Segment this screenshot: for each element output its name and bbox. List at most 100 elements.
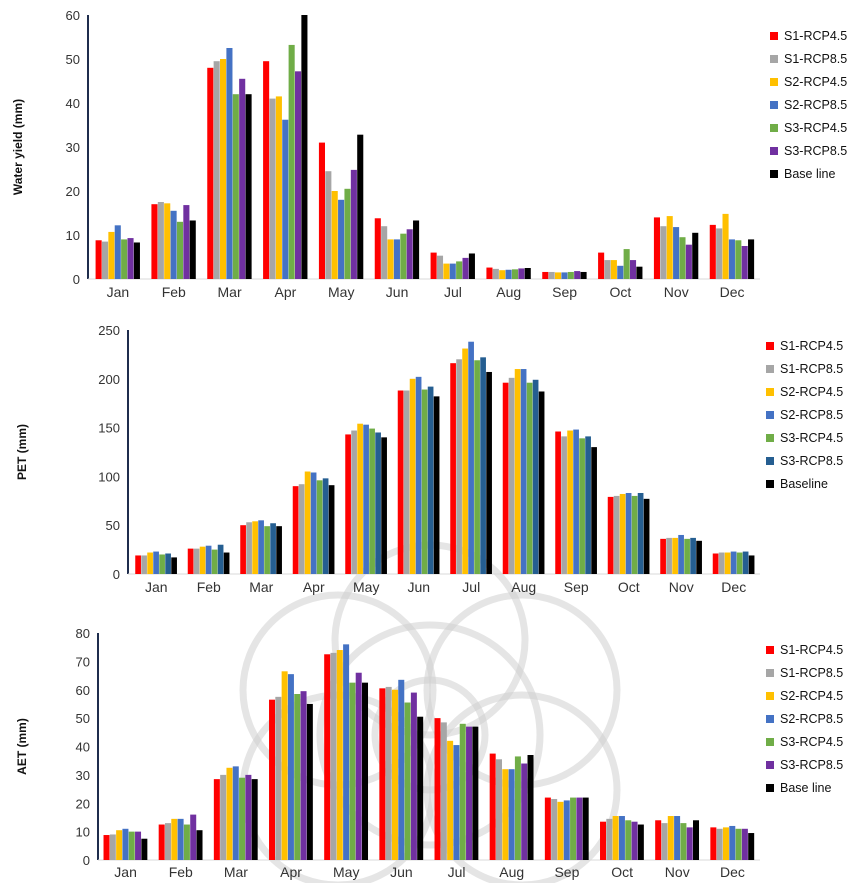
bar-s1-rcp4-5: [151, 204, 158, 279]
bar-s2-rcp8-5: [508, 769, 515, 860]
bar-base-line: [196, 830, 203, 860]
bar-s3-rcp8-5: [270, 523, 276, 574]
bar-s2-rcp8-5: [363, 424, 369, 574]
x-tick-label: Jul: [444, 284, 462, 300]
bar-s2-rcp4-5: [667, 816, 674, 860]
x-tick-label: Aug: [496, 284, 521, 300]
bar-s2-rcp8-5: [453, 745, 460, 860]
bar-s2-rcp8-5: [520, 369, 527, 574]
bar-baseline: [328, 485, 335, 574]
y-tick-label: 50: [76, 711, 90, 726]
legend-swatch: [770, 78, 778, 86]
legend-label: Baseline: [780, 477, 828, 491]
y-tick-label: 20: [66, 184, 80, 199]
legend-label: Base line: [780, 781, 831, 795]
legend-swatch: [766, 715, 774, 723]
y-tick-label: 70: [76, 654, 90, 669]
bar-s2-rcp4-5: [619, 493, 626, 574]
legend-label: Base line: [784, 167, 835, 181]
bar-s3-rcp4-5: [239, 777, 246, 860]
bar-s3-rcp8-5: [165, 553, 171, 574]
bar-s3-rcp4-5: [631, 495, 638, 574]
bar-base-line: [301, 15, 308, 279]
bar-s1-rcp4-5: [374, 218, 381, 279]
bar-s3-rcp8-5: [239, 78, 246, 279]
bar-baseline: [381, 437, 387, 574]
bar-baseline: [171, 557, 177, 574]
legend-swatch: [766, 480, 774, 488]
bar-s2-rcp4-5: [336, 650, 343, 860]
legend-swatch: [766, 365, 774, 373]
bar-s1-rcp4-5: [240, 525, 246, 574]
bar-s1-rcp4-5: [653, 217, 660, 279]
bar-s1-rcp4-5: [502, 382, 509, 574]
bar-s1-rcp8-5: [298, 484, 305, 574]
x-tick-label: Apr: [303, 579, 325, 595]
bar-base-line: [582, 797, 589, 860]
x-tick-label: Jul: [448, 864, 466, 880]
bar-s1-rcp4-5: [292, 486, 299, 574]
x-tick-label: Mar: [249, 579, 273, 595]
bar-s2-rcp8-5: [282, 119, 289, 279]
bar-s3-rcp4-5: [349, 682, 356, 860]
bar-s1-rcp8-5: [101, 241, 109, 279]
bar-baseline: [433, 396, 440, 574]
legend-swatch: [770, 32, 778, 40]
bar-s2-rcp4-5: [409, 378, 416, 574]
bar-s3-rcp8-5: [427, 386, 434, 574]
x-tick-label: Oct: [611, 864, 633, 880]
bar-s1-rcp8-5: [660, 226, 667, 279]
bar-base-line: [748, 833, 755, 860]
bar-s2-rcp4-5: [147, 552, 153, 574]
bar-s1-rcp4-5: [187, 548, 194, 574]
bar-s1-rcp4-5: [712, 553, 719, 574]
x-tick-label: Oct: [618, 579, 640, 595]
legend-swatch: [770, 55, 778, 63]
bar-s3-rcp8-5: [741, 828, 748, 860]
bar-s2-rcp8-5: [258, 520, 264, 574]
bar-s1-rcp8-5: [492, 268, 499, 279]
bar-baseline: [223, 552, 230, 574]
bar-s3-rcp4-5: [570, 797, 577, 860]
bar-s2-rcp4-5: [557, 801, 564, 860]
bar-s2-rcp8-5: [170, 210, 177, 279]
bar-s3-rcp8-5: [406, 229, 413, 279]
bar-base-line: [306, 703, 313, 860]
x-tick-label: Sep: [552, 284, 577, 300]
bar-s2-rcp4-5: [443, 263, 450, 279]
bar-s1-rcp4-5: [600, 821, 607, 860]
bar-s3-rcp4-5: [456, 261, 463, 279]
legend-label: S2-RCP4.5: [780, 689, 843, 703]
bar-s1-rcp4-5: [544, 797, 551, 860]
bar-s1-rcp8-5: [403, 390, 410, 574]
bar-s2-rcp8-5: [393, 239, 400, 279]
x-tick-label: Jun: [407, 579, 430, 595]
bar-s2-rcp4-5: [666, 216, 673, 279]
bar-s1-rcp4-5: [103, 835, 110, 860]
bar-s1-rcp8-5: [141, 555, 147, 574]
legend-swatch: [766, 646, 774, 654]
bar-s3-rcp8-5: [127, 238, 134, 279]
bar-s2-rcp4-5: [612, 816, 619, 860]
bar-s1-rcp4-5: [607, 496, 614, 574]
bar-s2-rcp4-5: [116, 830, 123, 860]
bar-s3-rcp8-5: [462, 257, 469, 279]
legend-swatch: [766, 738, 774, 746]
x-tick-label: Aug: [499, 864, 524, 880]
x-tick-label: Apr: [280, 864, 302, 880]
bar-s1-rcp4-5: [324, 654, 331, 860]
y-tick-label: 0: [73, 272, 80, 287]
bar-s3-rcp4-5: [474, 360, 480, 574]
bar-s3-rcp4-5: [400, 233, 407, 279]
bar-s1-rcp8-5: [325, 171, 332, 279]
bar-base-line: [357, 134, 364, 279]
bar-s3-rcp8-5: [518, 268, 525, 279]
legend-label: S3-RCP4.5: [780, 431, 843, 445]
legend-swatch: [766, 669, 774, 677]
legend-swatch: [766, 434, 774, 442]
bar-s3-rcp4-5: [625, 820, 632, 860]
bar-s1-rcp4-5: [269, 699, 276, 860]
bar-s2-rcp8-5: [415, 376, 422, 574]
bar-s3-rcp8-5: [532, 379, 539, 574]
bar-s3-rcp4-5: [232, 94, 239, 279]
